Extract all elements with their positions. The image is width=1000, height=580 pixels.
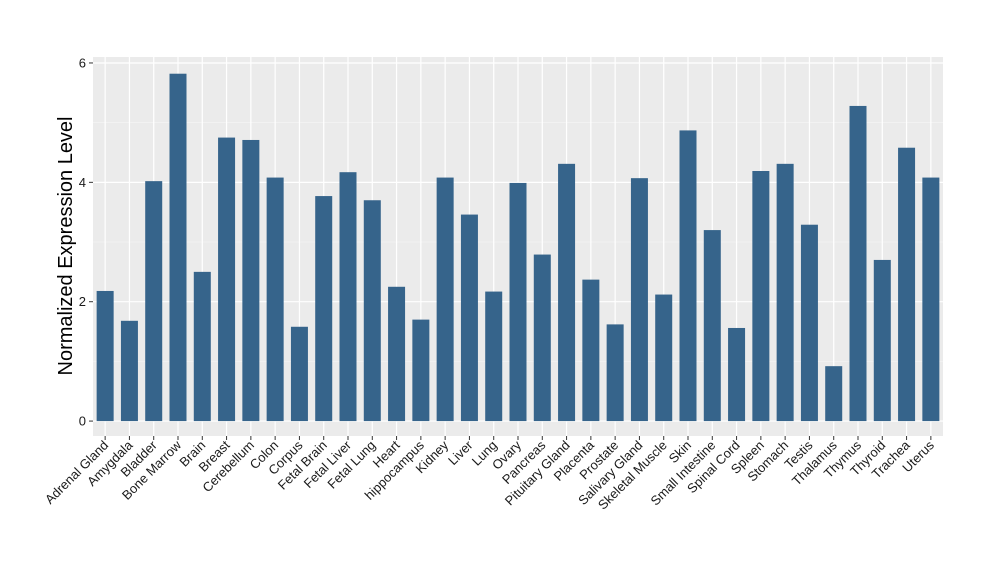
bar-amygdala [120, 320, 138, 422]
bar-kidney [436, 177, 454, 422]
bar-spleen [752, 170, 770, 422]
bar-lung [485, 291, 503, 422]
bar-skeletal-muscle [655, 294, 673, 422]
bar-placenta [582, 279, 600, 422]
bars [96, 73, 940, 422]
y-axis: 0 2 4 6 [79, 55, 93, 429]
bar-ovary [509, 182, 527, 422]
bar-thalamus [825, 366, 843, 422]
bar-skin [679, 130, 697, 422]
bar-adrenal-gland [96, 290, 114, 422]
bar-trachea [898, 147, 916, 422]
bar-pancreas [533, 254, 551, 422]
bar-fetal-brain [315, 196, 333, 422]
bar-hippocampus [412, 319, 430, 422]
bar-salivary-gland [630, 178, 648, 422]
bar-testis [800, 224, 818, 422]
bar-bladder [145, 181, 163, 422]
y-tick-label: 0 [79, 414, 86, 429]
bar-pituitary-gland [558, 163, 576, 422]
bar-prostate [606, 324, 624, 422]
bar-fetal-liver [339, 172, 357, 422]
bar-cerebellum [242, 139, 260, 422]
bar-small-intestine [703, 230, 721, 422]
y-tick-label: 4 [79, 175, 86, 190]
bar-brain [193, 271, 211, 422]
bar-bone-marrow [169, 73, 187, 422]
bar-thyroid [873, 259, 891, 422]
x-tick-label: Liver [445, 437, 476, 468]
bar-breast [218, 137, 236, 422]
bar-uterus [922, 177, 940, 422]
bar-thymus [849, 105, 867, 422]
y-tick-label: 2 [79, 294, 86, 309]
y-tick-label: 6 [79, 55, 86, 70]
bar-liver [460, 214, 478, 422]
bar-heart [388, 286, 406, 422]
bar-stomach [776, 163, 794, 422]
bar-corpus [290, 326, 308, 422]
bar-spinal-cord [728, 327, 746, 422]
bar-fetal-lung [363, 200, 381, 422]
bar-colon [266, 177, 284, 422]
y-axis-title: Normalized Expression Level [55, 116, 77, 375]
